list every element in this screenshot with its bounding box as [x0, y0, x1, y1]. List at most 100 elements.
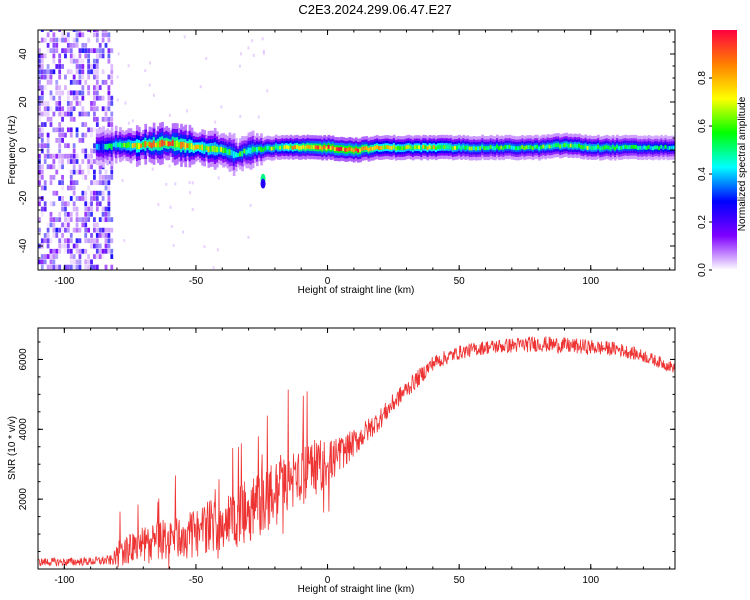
noise-cell	[52, 159, 56, 164]
noise-cell	[78, 138, 82, 143]
noise-speck	[247, 235, 250, 239]
noise-cell	[90, 101, 93, 106]
noise-cell	[55, 153, 59, 159]
noise-cell	[64, 217, 67, 222]
noise-cell	[69, 185, 73, 191]
noise-cell	[90, 48, 93, 54]
noise-cell	[69, 58, 73, 64]
noise-cell	[104, 32, 108, 38]
noise-cell	[55, 127, 59, 133]
noise-cell	[61, 32, 64, 38]
noise-cell	[93, 190, 96, 196]
snr-ticks: -100 -50 0 50 100 2000 4000 6000	[18, 328, 675, 586]
noise-cell	[75, 32, 79, 38]
noise-cell	[38, 48, 41, 54]
ridge-cell	[468, 146, 472, 151]
noise-cell	[87, 164, 91, 170]
ridge-cell	[205, 145, 209, 151]
noise-cell	[87, 211, 91, 217]
ridge-cell	[613, 146, 617, 151]
ridge-cell	[597, 144, 600, 149]
ridge-cell	[580, 144, 583, 149]
noise-cell	[69, 254, 73, 259]
noise-cell	[46, 227, 50, 233]
noise-cell	[52, 37, 56, 43]
noise-cell	[66, 222, 70, 228]
ridge-cell	[474, 146, 478, 151]
noise-cell	[98, 243, 102, 249]
noise-cell	[93, 95, 96, 101]
noise-cell	[61, 164, 64, 170]
ridge-cell	[632, 144, 636, 149]
ridge-cell	[660, 144, 663, 149]
noise-cell	[52, 69, 56, 75]
noise-cell	[75, 132, 79, 138]
x-tick-label: -50	[189, 276, 204, 287]
ridge-cell	[571, 144, 575, 149]
noise-speck	[188, 181, 191, 185]
ridge-cell	[211, 145, 215, 152]
noise-cell	[69, 196, 73, 201]
noise-cell	[58, 148, 62, 154]
ridge-cell	[201, 144, 204, 151]
ridge-cell	[180, 141, 183, 149]
noise-cell	[55, 264, 59, 270]
noise-cell	[75, 101, 79, 106]
noise-speck	[165, 182, 168, 186]
noise-cell	[43, 143, 47, 149]
noise-cell	[55, 48, 59, 54]
noise-cell	[75, 159, 79, 164]
ridge-cell	[550, 144, 554, 149]
noise-cell	[38, 58, 41, 64]
noise-cell	[43, 101, 47, 106]
noise-cell	[46, 148, 50, 154]
ridge-cell	[500, 145, 503, 150]
noise-cell	[95, 74, 99, 80]
ridge-cell	[148, 141, 152, 148]
noise-cell	[43, 153, 47, 159]
noise-cell	[98, 233, 102, 238]
noise-cell	[40, 90, 44, 96]
noise-cell	[55, 138, 59, 143]
noise-cell	[43, 53, 47, 59]
ridge-cell	[190, 143, 194, 150]
snr-panel: -100 -50 0 50 100 2000 4000 6000 Height of stra…	[7, 327, 676, 595]
noise-speck	[157, 203, 160, 207]
noise-cell	[66, 248, 70, 254]
noise-cell	[61, 233, 64, 238]
noise-cell	[52, 254, 56, 259]
noise-speck	[252, 53, 255, 57]
colorbar-tick-label: 0.6	[697, 119, 708, 133]
noise-cell	[87, 217, 91, 222]
ridge-cell	[121, 142, 124, 148]
noise-cell	[81, 106, 85, 112]
noise-cell	[40, 148, 44, 154]
ridge-cell	[108, 143, 112, 149]
noise-cell	[58, 53, 62, 59]
noise-cell	[104, 42, 108, 48]
ridge-cell	[104, 144, 108, 150]
noise-cell	[72, 53, 76, 59]
noise-cell	[52, 32, 56, 38]
noise-cell	[95, 32, 99, 38]
noise-cell	[49, 180, 53, 186]
ridge-cell	[222, 147, 225, 154]
ridge-cell	[169, 141, 173, 146]
noise-cell	[43, 233, 47, 238]
noise-cell	[95, 227, 99, 233]
noise-cell	[104, 185, 108, 191]
noise-cell	[61, 48, 64, 54]
noise-cell	[52, 174, 56, 180]
ridge-cell	[98, 144, 101, 151]
ridge-cell	[312, 145, 316, 150]
noise-cell	[87, 74, 91, 80]
noise-cell	[107, 106, 111, 112]
noise-cell	[84, 190, 88, 196]
noise-cell	[75, 196, 79, 201]
noise-speck	[185, 109, 188, 113]
noise-cell	[66, 95, 70, 101]
noise-cell	[95, 238, 99, 244]
noise-cell	[66, 211, 70, 217]
ridge-cell	[653, 145, 657, 150]
ridge-cell	[426, 146, 430, 151]
